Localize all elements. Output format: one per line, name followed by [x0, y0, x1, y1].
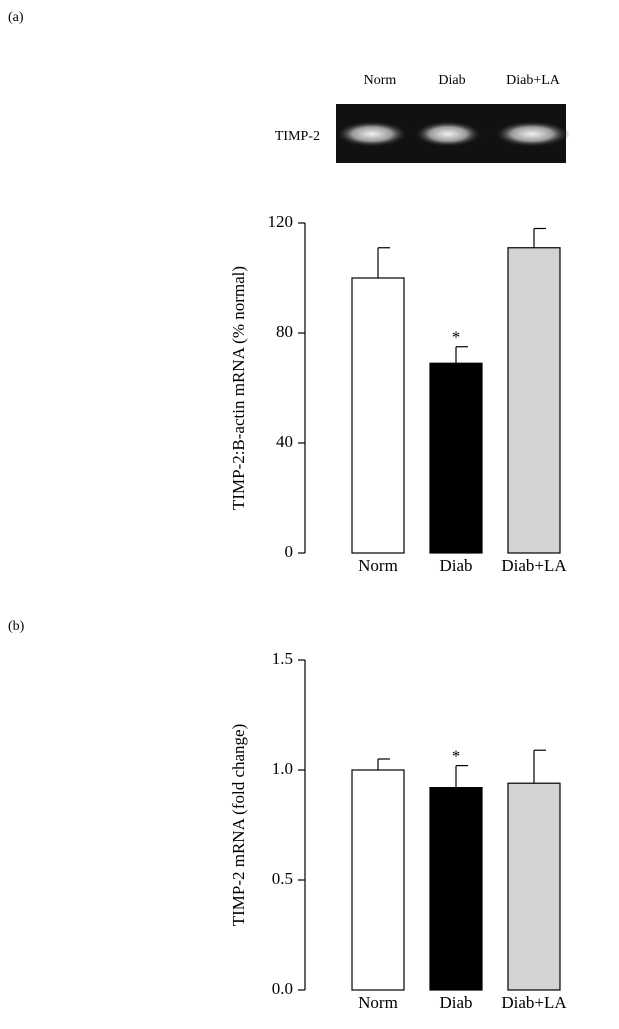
bar	[429, 362, 483, 554]
y-tick-label: 120	[268, 212, 294, 231]
y-tick-label: 0.0	[272, 979, 293, 998]
x-tick-label: Norm	[358, 556, 398, 575]
y-axis-label: TIMP-2 mRNA (fold change)	[229, 724, 248, 927]
gel-lane-label: Diab+LA	[506, 73, 561, 88]
gel-band	[336, 121, 408, 147]
gel-lane-label: Norm	[364, 73, 397, 88]
x-tick-label: Diab	[439, 556, 472, 575]
bar	[429, 786, 483, 991]
gel-lane-label: Diab	[438, 73, 465, 88]
x-tick-label: Diab	[439, 993, 472, 1012]
x-tick-label: Norm	[358, 993, 398, 1012]
x-tick-label: Diab+LA	[501, 556, 567, 575]
panel-label: (b)	[8, 619, 25, 634]
x-tick-label: Diab+LA	[501, 993, 567, 1012]
y-tick-label: 40	[276, 432, 293, 451]
gel-band	[494, 121, 570, 147]
gel-band	[414, 121, 482, 147]
y-tick-label: 0.5	[272, 869, 293, 888]
gel-row-label: TIMP-2	[275, 129, 320, 144]
bar	[351, 277, 405, 554]
y-tick-label: 1.0	[272, 759, 293, 778]
y-tick-label: 80	[276, 322, 293, 341]
bar	[507, 782, 561, 991]
panel-label: (a)	[8, 10, 24, 25]
y-tick-label: 0	[285, 542, 294, 561]
bar	[351, 769, 405, 991]
y-axis-label: TIMP-2:B-actin mRNA (% normal)	[229, 266, 248, 510]
y-tick-label: 1.5	[272, 649, 293, 668]
bar	[507, 247, 561, 554]
significance-mark: *	[452, 328, 461, 347]
significance-mark: *	[452, 747, 461, 766]
